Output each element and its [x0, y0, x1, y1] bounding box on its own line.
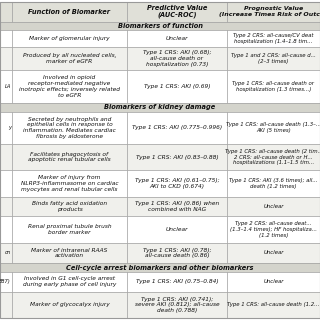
Text: Produced by all nucleated cells,
marker of eGFR: Produced by all nucleated cells, marker …: [23, 53, 116, 64]
Bar: [12, 292, 127, 318]
Bar: [12, 170, 127, 197]
Text: Type 1 CRS: AKI (0.741);
severe AKI (0.812); all-cause
death (0.788): Type 1 CRS: AKI (0.741); severe AKI (0.8…: [135, 297, 219, 313]
Text: Prognostic Value
(Increase Times Risk of Outc...: Prognostic Value (Increase Times Risk of…: [220, 6, 320, 17]
Text: Type 1 CRS: all-cause death (2 tim...
2 CRS: all-cause death or H...
hospitaliza: Type 1 CRS: all-cause death (2 tim... 2 …: [225, 149, 320, 165]
Text: Type 1 CRS: all-cause death (1.2...: Type 1 CRS: all-cause death (1.2...: [227, 302, 320, 307]
Text: on: on: [4, 251, 11, 255]
Bar: [127, 216, 227, 243]
Bar: [227, 47, 320, 70]
Bar: [0, 243, 12, 263]
Bar: [12, 112, 127, 144]
Text: LA: LA: [4, 84, 11, 89]
Bar: [227, 197, 320, 216]
Text: 887): 887): [0, 279, 11, 284]
Bar: [127, 272, 227, 292]
Text: Unclear: Unclear: [263, 251, 284, 255]
Bar: [227, 2, 320, 21]
Bar: [0, 263, 320, 272]
Bar: [227, 216, 320, 243]
Bar: [227, 112, 320, 144]
Bar: [127, 197, 227, 216]
Text: Involved in G1 cell-cycle arrest
during early phase of cell injury: Involved in G1 cell-cycle arrest during …: [23, 276, 116, 287]
Text: Type 1 and 2 CRS: all-cause d...
(2–3 times): Type 1 and 2 CRS: all-cause d... (2–3 ti…: [231, 53, 316, 64]
Bar: [127, 292, 227, 318]
Text: Involved in opioid
receptor-mediated negative
inotropic effects; inversely relat: Involved in opioid receptor-mediated neg…: [19, 76, 120, 98]
Bar: [12, 30, 127, 47]
Text: Type 1 CRS: AKI (3.6 times); all...
death (1.2 times): Type 1 CRS: AKI (3.6 times); all... deat…: [229, 178, 318, 189]
Text: Facilitates phagocytosis of
apoptotic renal tubular cells: Facilitates phagocytosis of apoptotic re…: [28, 152, 111, 163]
Bar: [227, 272, 320, 292]
Bar: [127, 30, 227, 47]
Text: Type 2 CRS: all-cause/CV deat
hospitalization (1.4–1.8 tim...: Type 2 CRS: all-cause/CV deat hospitaliz…: [233, 33, 314, 44]
Bar: [12, 216, 127, 243]
Bar: [0, 47, 12, 70]
Text: Type 1 CRS: all-cause death or
hospitalization (1.3 times...): Type 1 CRS: all-cause death or hospitali…: [233, 81, 315, 92]
Bar: [227, 70, 320, 103]
Bar: [127, 243, 227, 263]
Text: Unclear: Unclear: [263, 279, 284, 284]
Text: Function of Biomarker: Function of Biomarker: [28, 9, 110, 15]
Bar: [12, 70, 127, 103]
Text: Predictive Value
(AUC-ROC): Predictive Value (AUC-ROC): [147, 5, 207, 19]
Bar: [12, 47, 127, 70]
Text: Type 1 CRS: AKI (0.83–0.88): Type 1 CRS: AKI (0.83–0.88): [136, 155, 218, 160]
Text: Type 1 CRS: AKI (0.775–0.996): Type 1 CRS: AKI (0.775–0.996): [132, 125, 222, 130]
Bar: [227, 144, 320, 170]
Text: Marker of injury from
NLRP3-inflammasome on cardiac
myocytes and renal tubular c: Marker of injury from NLRP3-inflammasome…: [21, 175, 118, 192]
Text: Type 1 CRS: AKI (0.78);
all-cause death (0.86): Type 1 CRS: AKI (0.78); all-cause death …: [143, 248, 211, 258]
Bar: [127, 70, 227, 103]
Text: Type 1 CRS: all-cause death (1.3–...
AKI (5 times): Type 1 CRS: all-cause death (1.3–... AKI…: [226, 122, 320, 133]
Text: Type 1 CRS: AKI (0.61–0.75);
AKI to CKD (0.674): Type 1 CRS: AKI (0.61–0.75); AKI to CKD …: [135, 178, 219, 189]
Text: Biomarkers of function: Biomarkers of function: [117, 23, 203, 29]
Bar: [227, 292, 320, 318]
Bar: [0, 70, 12, 103]
Bar: [0, 2, 12, 21]
Text: y: y: [8, 125, 11, 130]
Text: Unclear: Unclear: [263, 204, 284, 209]
Text: Unclear: Unclear: [166, 36, 188, 41]
Text: Type 1 CRS: AKI (0.75–0.84): Type 1 CRS: AKI (0.75–0.84): [136, 279, 218, 284]
Bar: [0, 112, 12, 144]
Text: Type 1 CRS: AKI (0.68);
all-cause death or
hospitalization (0.73): Type 1 CRS: AKI (0.68); all-cause death …: [143, 51, 211, 67]
Text: Unclear: Unclear: [166, 227, 188, 232]
Text: Renal proximal tubule brush
border marker: Renal proximal tubule brush border marke…: [28, 224, 111, 235]
Text: Marker of glycocalyx injury: Marker of glycocalyx injury: [30, 302, 109, 307]
Text: Cell-cycle arrest biomarkers and other biomarkers: Cell-cycle arrest biomarkers and other b…: [66, 265, 254, 271]
Bar: [227, 170, 320, 197]
Bar: [127, 144, 227, 170]
Bar: [12, 243, 127, 263]
Text: Marker of glomerular injury: Marker of glomerular injury: [29, 36, 110, 41]
Bar: [0, 103, 320, 112]
Text: Secreted by neutrophils and
epithelial cells in response to
inflammation. Mediat: Secreted by neutrophils and epithelial c…: [23, 116, 116, 139]
Bar: [0, 292, 12, 318]
Text: Marker of intrarenal RAAS
activation: Marker of intrarenal RAAS activation: [31, 248, 108, 258]
Bar: [127, 47, 227, 70]
Text: Type 2 CRS: all-cause deat...
(1.3–1.4 times); HF hospitaliza...
(1.2 times): Type 2 CRS: all-cause deat... (1.3–1.4 t…: [230, 221, 317, 238]
Bar: [127, 112, 227, 144]
Bar: [12, 197, 127, 216]
Bar: [0, 144, 12, 170]
Bar: [0, 170, 12, 197]
Bar: [12, 144, 127, 170]
Bar: [0, 30, 12, 47]
Bar: [0, 21, 320, 30]
Bar: [12, 2, 127, 21]
Bar: [127, 2, 227, 21]
Bar: [12, 272, 127, 292]
Text: Binds fatty acid oxidation
products: Binds fatty acid oxidation products: [32, 201, 107, 212]
Text: Biomarkers of kidney damage: Biomarkers of kidney damage: [104, 104, 216, 110]
Bar: [0, 272, 12, 292]
Text: Type 1 CRS: AKI (0.69): Type 1 CRS: AKI (0.69): [144, 84, 210, 89]
Bar: [0, 197, 12, 216]
Bar: [227, 30, 320, 47]
Bar: [227, 243, 320, 263]
Text: Type 1 CRS: AKI (0.86) when
combined with NAG: Type 1 CRS: AKI (0.86) when combined wit…: [135, 201, 219, 212]
Bar: [0, 216, 12, 243]
Bar: [127, 170, 227, 197]
